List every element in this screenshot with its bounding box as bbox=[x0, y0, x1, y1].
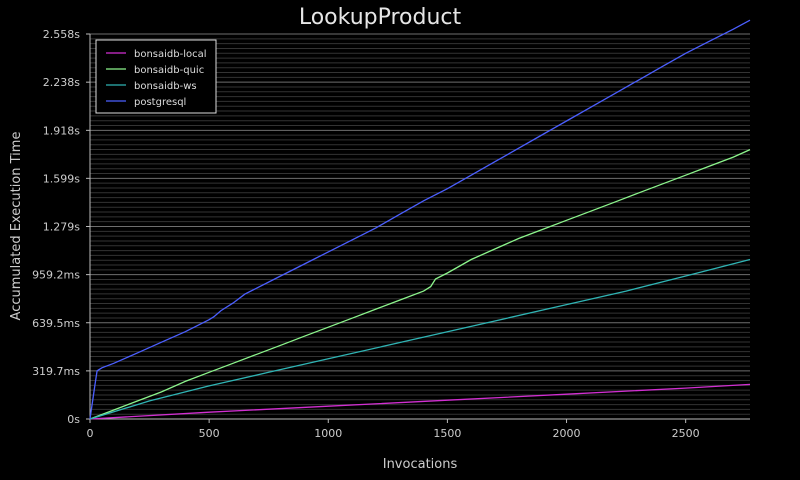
series-line-bonsaidb-quic bbox=[89, 149, 751, 420]
major-grid bbox=[90, 33, 750, 420]
x-axis-label: Invocations bbox=[383, 457, 458, 472]
y-tick-label: 0s bbox=[67, 413, 80, 426]
x-tick-label: 0 bbox=[87, 427, 94, 440]
legend-label: bonsaidb-local bbox=[134, 49, 207, 60]
legend: bonsaidb-local bonsaidb-quic bonsaidb-ws po… bbox=[95, 39, 217, 114]
y-tick-label: 1.279s bbox=[43, 221, 80, 234]
series-line-bonsaidb-local bbox=[89, 383, 751, 420]
y-axis-label: Accumulated Execution Time bbox=[9, 132, 24, 321]
legend-label: postgresql bbox=[134, 97, 186, 108]
y-tick-label: 959.2ms bbox=[32, 269, 80, 282]
series-line-postgresql bbox=[89, 19, 751, 420]
y-tick-label: 319.7ms bbox=[32, 365, 80, 378]
legend-label: bonsaidb-quic bbox=[134, 65, 204, 76]
y-tick-label: 1.599s bbox=[43, 172, 80, 185]
x-tick-label: 2500 bbox=[672, 427, 700, 440]
series-line-bonsaidb-ws bbox=[89, 258, 751, 420]
x-tick-label: 2000 bbox=[553, 427, 581, 440]
x-tick-label: 1500 bbox=[433, 427, 461, 440]
x-ticks: 0 500 1000 1500 2000 2500 bbox=[87, 419, 700, 440]
y-tick-label: 1.918s bbox=[43, 124, 80, 137]
series-lines bbox=[89, 19, 751, 420]
y-tick-label: 2.238s bbox=[43, 76, 80, 89]
y-ticks: 0s 319.7ms 639.5ms 959.2ms 1.279s 1.599s 1.918… bbox=[32, 28, 90, 426]
x-tick-label: 500 bbox=[199, 427, 220, 440]
legend-label: bonsaidb-ws bbox=[134, 81, 197, 92]
x-tick-label: 1000 bbox=[314, 427, 342, 440]
y-tick-label: 2.558s bbox=[43, 28, 80, 41]
chart-title: LookupProduct bbox=[299, 5, 462, 30]
y-tick-label: 639.5ms bbox=[32, 317, 80, 330]
